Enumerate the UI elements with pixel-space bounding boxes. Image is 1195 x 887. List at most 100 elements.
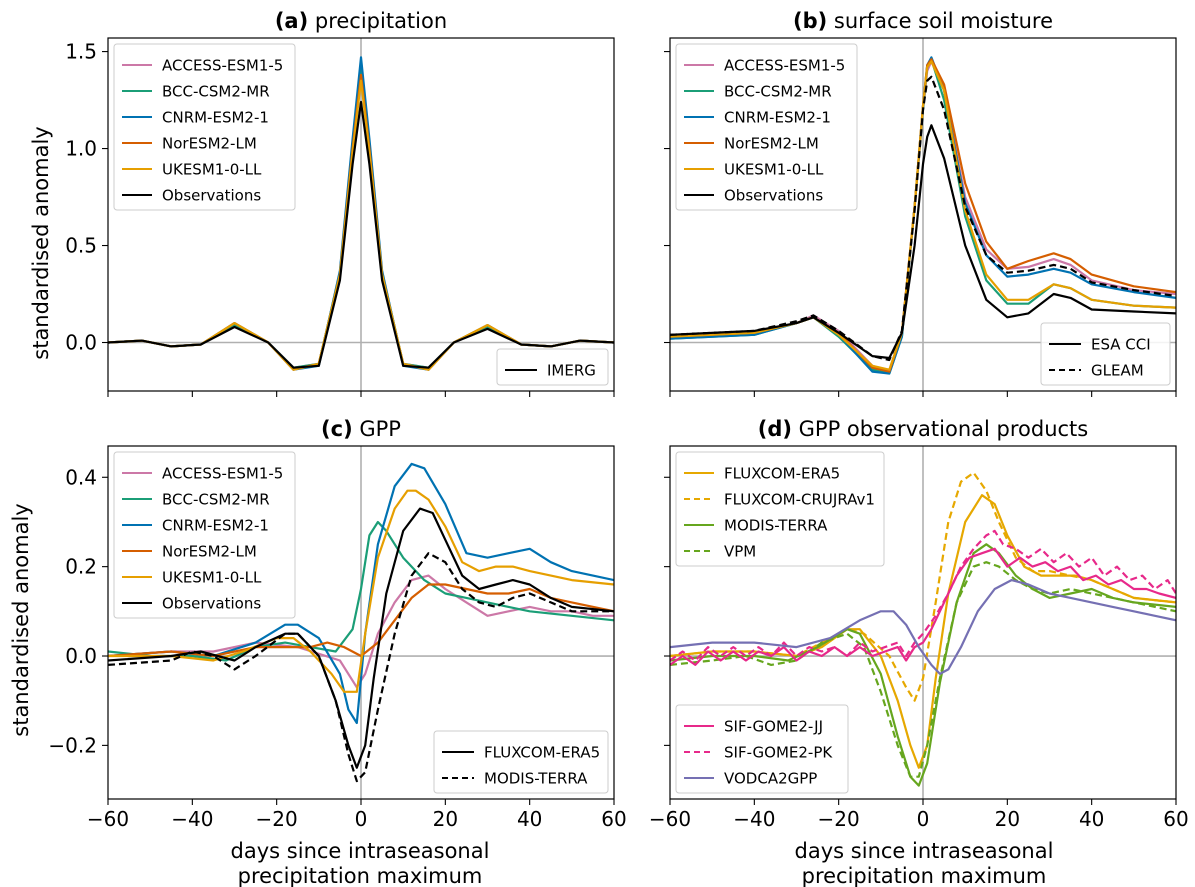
legend-label: FLUXCOM-ERA5 — [484, 743, 600, 761]
y-tick-label: 0.2 — [65, 555, 97, 579]
panel-title-text: precipitation — [308, 9, 447, 33]
panel-d: −60 −40 −20 0 20 40 60 (d) GPP observational pr… — [649, 417, 1189, 831]
legend-label: Observations — [724, 186, 823, 204]
legend-box — [433, 730, 609, 794]
y-tick-label: 1.5 — [65, 40, 97, 64]
series-group — [670, 471, 1176, 787]
legend-label: BCC-CSM2-MR — [162, 82, 270, 100]
x-tick-label: −60 — [87, 807, 129, 831]
x-tick-label: 60 — [601, 807, 626, 831]
legend-label: UKESM1-0-LL — [162, 160, 262, 178]
xlabel-line: days since intraseasonal — [231, 839, 490, 863]
legend-label: SIF-GOME2-JJ — [724, 717, 823, 735]
legend-label: CNRM-ESM2-1 — [162, 516, 269, 534]
legend-label: NorESM2-LM — [162, 542, 257, 560]
legend-box — [113, 43, 296, 211]
panel-title: (d) GPP observational products — [758, 417, 1088, 441]
panel-title-text: GPP observational products — [792, 417, 1088, 441]
xlabel-left: days since intraseasonal precipitation ma… — [231, 839, 490, 887]
legend-label: Observations — [162, 186, 261, 204]
x-tick-label: 40 — [1079, 807, 1104, 831]
panel-letter: (a) — [275, 9, 308, 33]
series-sif-gome2-pk — [670, 529, 1176, 662]
series-group — [108, 56, 614, 371]
ylabel-top: standardised anomaly — [29, 126, 53, 359]
panel-a: 0.0 0.5 1.0 1.5 (a) precipitation ACCESS-ESM1… — [65, 9, 615, 397]
legend-label: SIF-GOME2-PK — [724, 743, 833, 761]
legend-label: UKESM1-0-LL — [724, 160, 824, 178]
y-tick-label: −0.2 — [48, 733, 97, 757]
series-noresm2-lm — [108, 583, 614, 658]
legend-label: FLUXCOM-ERA5 — [724, 464, 840, 482]
x-tick-label: −20 — [818, 807, 860, 831]
panel-letter: (b) — [793, 9, 827, 33]
legend-label: Observations — [162, 594, 261, 612]
legend-label: ACCESS-ESM1-5 — [724, 56, 845, 74]
x-tick-label: −40 — [171, 807, 213, 831]
y-tick-label: 0.5 — [65, 234, 97, 258]
ylabel-bottom: standardised anomaly — [9, 503, 33, 736]
legend-label: MODIS-TERRA — [724, 516, 828, 534]
x-tick-label: 0 — [355, 807, 368, 831]
legend-label: GLEAM — [1091, 361, 1144, 379]
x-tick-label: 20 — [995, 807, 1020, 831]
legend-label: ACCESS-ESM1-5 — [162, 56, 283, 74]
legend-label: MODIS-TERRA — [484, 769, 588, 787]
panel-title-text: GPP — [353, 417, 401, 441]
xlabel-line: days since intraseasonal — [795, 839, 1054, 863]
legend-box — [113, 451, 296, 619]
xlabel-right: days since intraseasonal precipitation ma… — [795, 839, 1054, 887]
x-tick-label: 0 — [917, 807, 930, 831]
panel-b: (b) surface soil moisture ACCESS-ESM1-5 BC… — [664, 9, 1177, 397]
legend-box — [675, 704, 849, 794]
y-tick-label: 0.0 — [65, 331, 97, 355]
legend-label: BCC-CSM2-MR — [162, 490, 270, 508]
legend-label: CNRM-ESM2-1 — [162, 108, 269, 126]
legend-label: BCC-CSM2-MR — [724, 82, 832, 100]
series-cnrm-esm2-1 — [108, 462, 614, 725]
panel-c: −60 −40 −20 0 20 40 60 −0.2 0.0 0.2 0.4 (c) GPP ACCE… — [48, 417, 626, 831]
legend-label: FLUXCOM-CRUJRAv1 — [724, 490, 875, 508]
series-fluxcom-era5 — [108, 507, 614, 769]
legend-label: IMERG — [547, 361, 596, 379]
y-tick-label: 0.0 — [65, 644, 97, 668]
legend-label: NorESM2-LM — [162, 134, 257, 152]
y-tick-label: 0.4 — [65, 465, 97, 489]
legend-label: NorESM2-LM — [724, 134, 819, 152]
panel-letter: (d) — [758, 417, 792, 441]
panel-title: (a) precipitation — [275, 9, 447, 33]
x-tick-label: −20 — [256, 807, 298, 831]
xlabel-line: precipitation maximum — [802, 864, 1047, 887]
series-sif-gome2-jj — [670, 547, 1176, 666]
series-imerg — [108, 100, 614, 369]
panel-letter: (c) — [321, 417, 353, 441]
legend-label: CNRM-ESM2-1 — [724, 108, 831, 126]
legend-box — [496, 348, 609, 386]
legend-label: UKESM1-0-LL — [162, 568, 262, 586]
series-group — [670, 56, 1176, 375]
y-tick-label: 1.0 — [65, 137, 97, 161]
x-tick-label: 20 — [433, 807, 458, 831]
series-group — [108, 462, 614, 783]
legend-box — [675, 43, 858, 211]
x-tick-label: 60 — [1163, 807, 1188, 831]
series-vodca2gpp — [670, 579, 1176, 675]
legend-label: ESA CCI — [1091, 335, 1151, 353]
panel-title: (c) GPP — [321, 417, 401, 441]
panel-title-text: surface soil moisture — [827, 9, 1053, 33]
series-modis-terra — [670, 543, 1176, 787]
legend-label: ACCESS-ESM1-5 — [162, 464, 283, 482]
x-tick-label: 40 — [517, 807, 542, 831]
legend-label: VPM — [724, 542, 756, 560]
legend-box — [675, 451, 885, 567]
panel-title: (b) surface soil moisture — [793, 9, 1053, 33]
series-modis-terra — [108, 552, 614, 783]
series-gleam — [670, 75, 1176, 362]
xlabel-line: precipitation maximum — [238, 864, 483, 887]
x-tick-label: −40 — [733, 807, 775, 831]
x-tick-label: −60 — [649, 807, 691, 831]
series-esa-cci — [670, 124, 1176, 360]
series-ukesm1-0-ll — [108, 79, 614, 371]
legend-label: VODCA2GPP — [724, 769, 817, 787]
